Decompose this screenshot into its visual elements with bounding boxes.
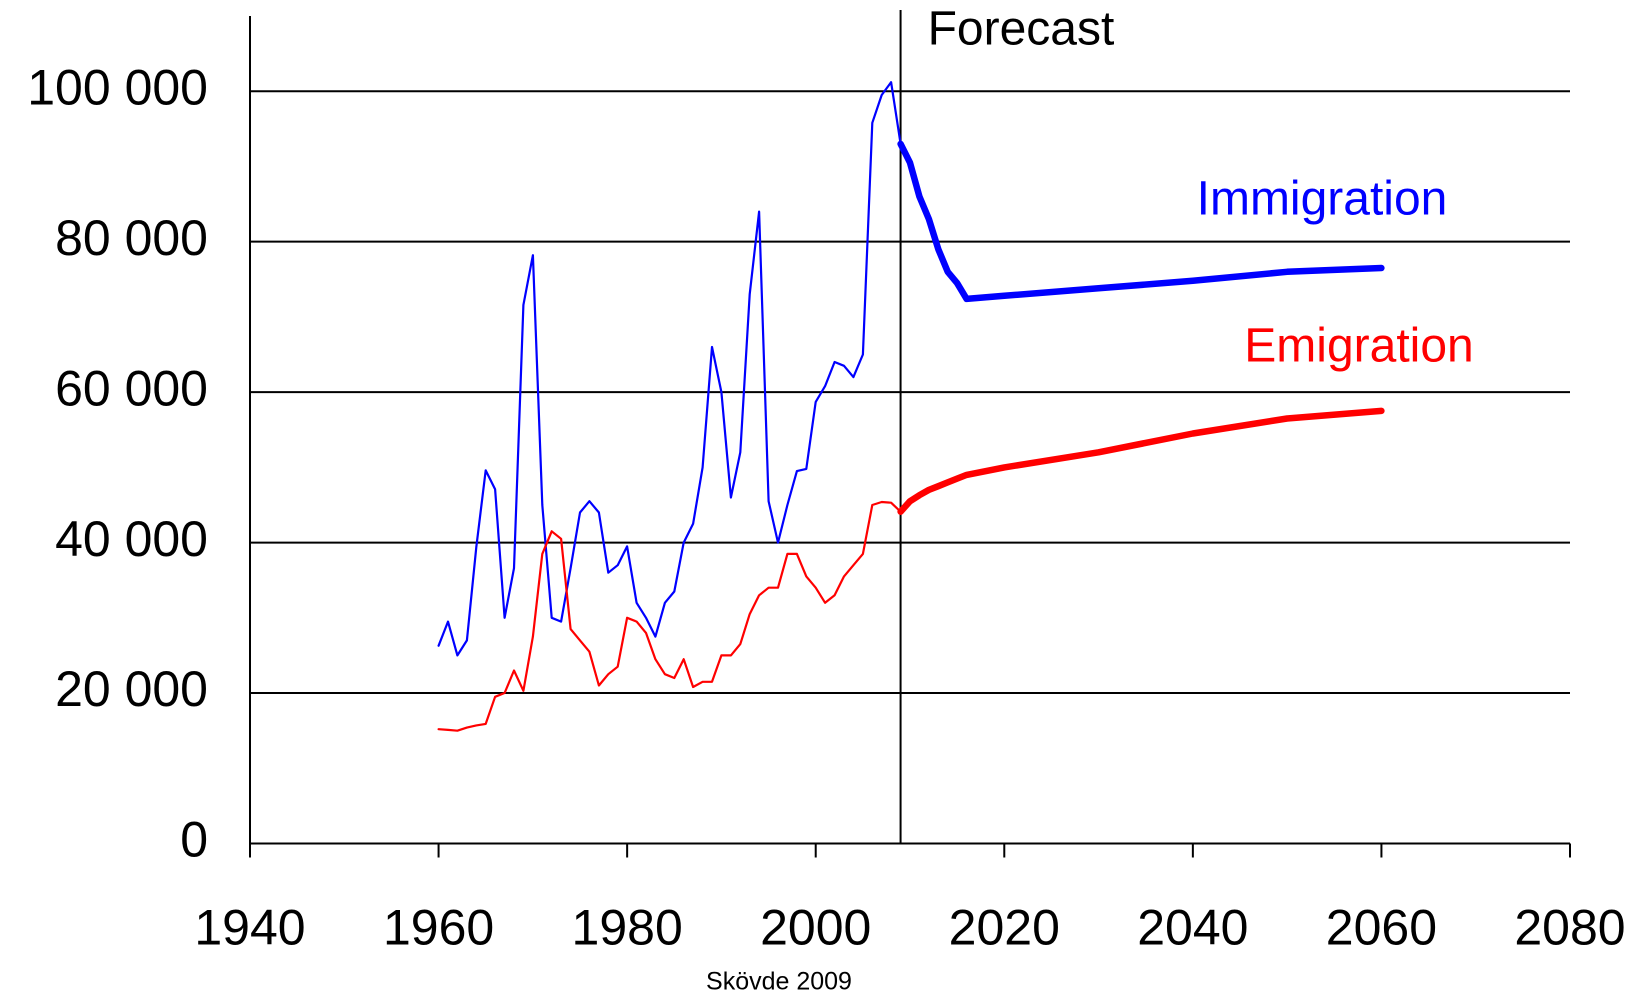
- x-tick-label: 2020: [949, 900, 1060, 956]
- y-tick-label: 40 000: [55, 511, 208, 567]
- forecast-line-series: [897, 140, 1385, 303]
- source-note: Skövde 2009: [706, 968, 852, 996]
- forecast-label: Forecast: [928, 3, 1115, 56]
- x-tick-label: 1960: [383, 900, 494, 956]
- y-tick-label: 100 000: [27, 59, 208, 115]
- x-tick-label: 2080: [1514, 900, 1625, 956]
- x-tick-label: 2000: [760, 900, 871, 956]
- series-line: [437, 81, 902, 657]
- series-label: Immigration: [1197, 173, 1448, 226]
- forecast-line-series: [897, 407, 1385, 515]
- series-line: [437, 500, 902, 732]
- y-tick-label: 80 000: [55, 210, 208, 266]
- x-tick-label: 2060: [1326, 900, 1437, 956]
- y-tick-label: 0: [180, 812, 208, 868]
- series-label: Emigration: [1244, 320, 1473, 373]
- y-tick-label: 60 000: [55, 360, 208, 416]
- x-tick-label: 1980: [572, 900, 683, 956]
- y-tick-label: 20 000: [55, 661, 208, 717]
- x-tick-label: 1940: [194, 900, 305, 956]
- x-tick-label: 2040: [1137, 900, 1248, 956]
